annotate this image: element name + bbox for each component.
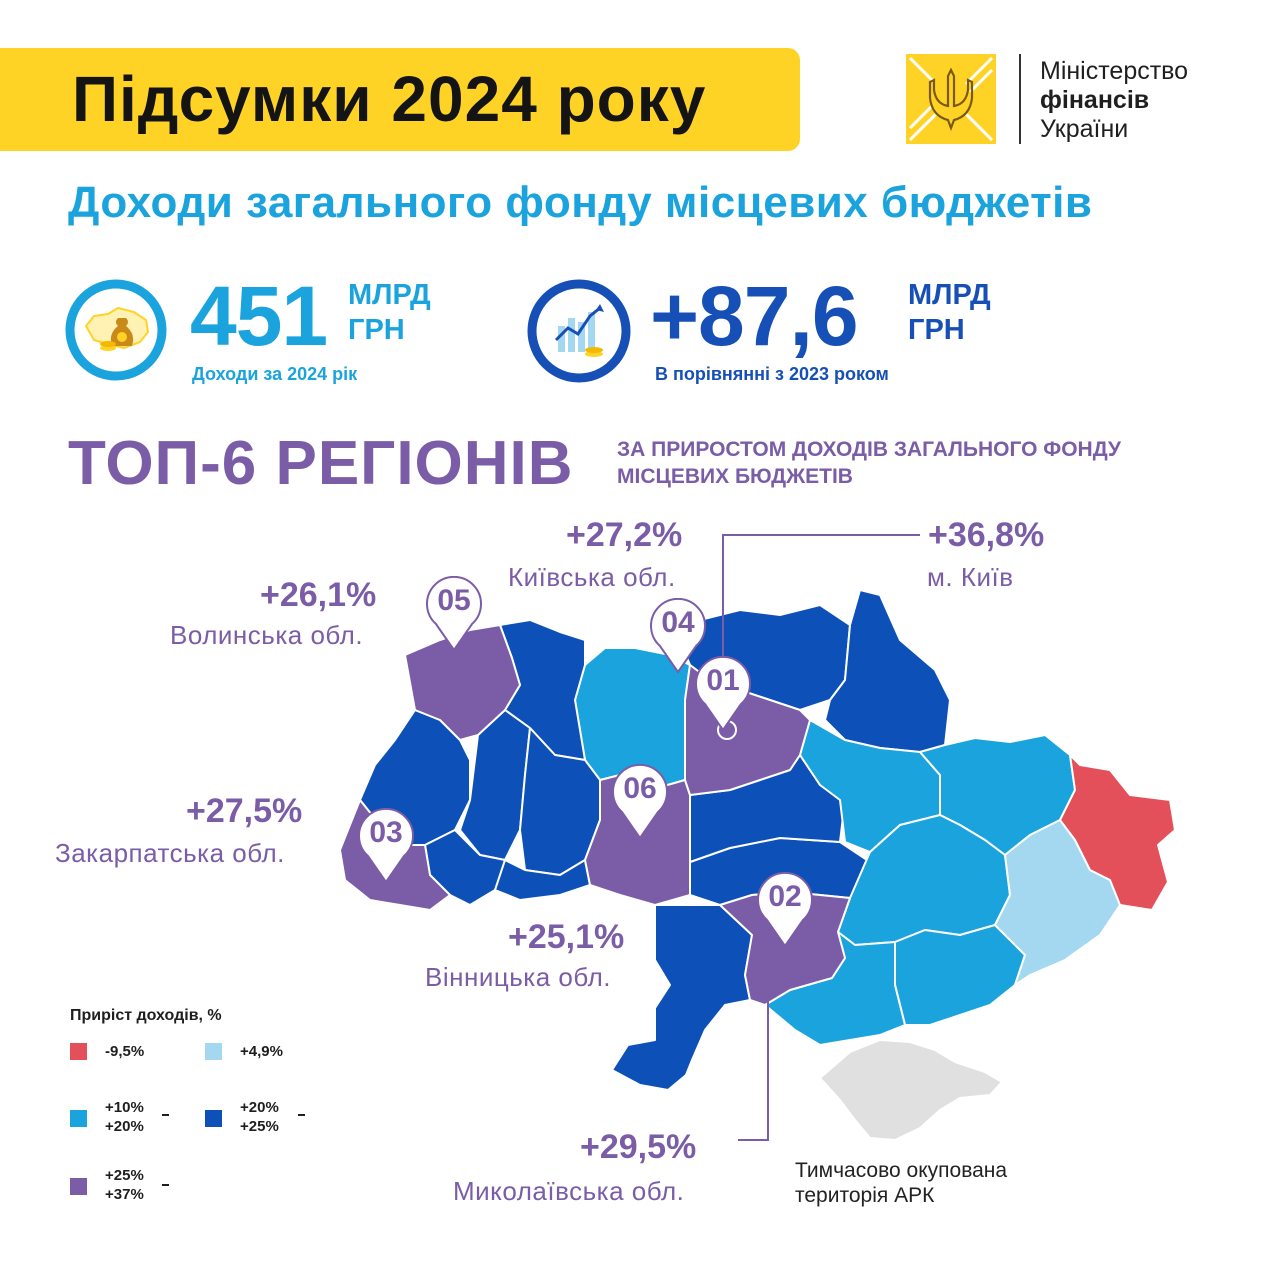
pin-02: 02 xyxy=(755,871,815,950)
legend-purple-to: +37% xyxy=(105,1186,144,1203)
legend-light-blue-from: +10% xyxy=(105,1099,144,1116)
section-subtitle: Доходи загального фонду місцевих бюджеті… xyxy=(68,178,1093,227)
volyn-growth: +26,1% xyxy=(260,576,377,614)
region-crimea xyxy=(819,1039,1003,1141)
legend-swatch-purple xyxy=(70,1178,87,1195)
zakarpattia-growth: +27,5% xyxy=(186,792,303,830)
pin-02-label: 02 xyxy=(768,880,802,913)
legend-purple-from: +25% xyxy=(105,1167,144,1184)
ministry-name: Міністерство фінансів України xyxy=(1040,57,1188,144)
legend-dark-blue-to: +25% xyxy=(240,1118,279,1135)
legend-swatch-red xyxy=(70,1043,87,1060)
legend-dark-blue-from: +20% xyxy=(240,1099,279,1116)
legend-dash-dark-blue xyxy=(298,1114,305,1116)
pin-04: 04 xyxy=(648,597,708,676)
vinnytsia-growth: +25,1% xyxy=(508,918,625,956)
income-unit-line-2: ГРН xyxy=(348,314,405,346)
ministry-logo xyxy=(906,54,996,144)
title-banner xyxy=(0,48,800,151)
legend-label-light-blue: +10% +20% xyxy=(105,1098,144,1136)
kyiv-city-growth: +36,8% xyxy=(928,516,1045,554)
mykolaiv-name: Миколаївська обл. xyxy=(453,1176,685,1206)
legend-label-purple: +25% +37% xyxy=(105,1166,144,1204)
ministry-line-1: Міністерство xyxy=(1040,57,1189,85)
top-regions-title: ТОП-6 РЕГІОНІВ xyxy=(68,429,574,498)
growth-value: +87,6 xyxy=(650,269,859,363)
legend-label-red: -9,5% xyxy=(105,1043,145,1060)
money-bag-map-icon xyxy=(64,278,168,382)
zakarpattia-name: Закарпатська обл. xyxy=(55,838,285,868)
trident-emblem-icon xyxy=(906,54,996,144)
callout-line-kyiv-city xyxy=(722,534,920,700)
pin-05-label: 05 xyxy=(437,584,471,617)
occupied-note-line-1: Тимчасово окупована xyxy=(795,1159,1008,1182)
pin-03: 03 xyxy=(356,807,416,886)
kyiv-city-name: м. Київ xyxy=(927,562,1014,592)
ministry-line-2: фінансів xyxy=(1040,86,1150,114)
growth-chart-icon xyxy=(526,278,632,384)
pin-04-label: 04 xyxy=(661,606,695,639)
kyiv-oblast-growth: +27,2% xyxy=(566,516,683,554)
callout-line-mykolaiv xyxy=(738,998,769,1141)
region-luhansk xyxy=(1059,754,1176,911)
region-ternopil xyxy=(459,709,531,861)
occupied-territory-note: Тимчасово окупована територія АРК xyxy=(795,1158,1007,1208)
legend-swatch-light-blue xyxy=(70,1110,87,1127)
legend-swatch-dark-blue xyxy=(205,1110,222,1127)
kyiv-oblast-name: Київська обл. xyxy=(508,562,676,592)
growth-unit-line-1: МЛРД xyxy=(908,279,991,311)
ministry-divider xyxy=(1019,54,1021,144)
volyn-name: Волинська обл. xyxy=(170,620,364,650)
legend-light-blue-to: +20% xyxy=(105,1118,144,1135)
mykolaiv-growth: +29,5% xyxy=(580,1128,697,1166)
income-value: 451 xyxy=(190,269,328,363)
pin-06: 06 xyxy=(610,763,670,842)
growth-unit-line-2: ГРН xyxy=(908,314,965,346)
legend-dash-purple xyxy=(162,1184,169,1186)
income-caption: Доходи за 2024 рік xyxy=(192,364,358,384)
pin-06-label: 06 xyxy=(623,772,657,805)
growth-unit: МЛРД ГРН xyxy=(908,278,991,348)
legend-dash-light-blue xyxy=(162,1114,169,1116)
legend-label-dark-blue: +20% +25% xyxy=(240,1098,279,1136)
vinnytsia-name: Вінницька обл. xyxy=(425,962,612,992)
legend-swatch-pale-blue xyxy=(205,1043,222,1060)
page-title: Підсумки 2024 року xyxy=(72,63,707,135)
occupied-note-line-2: територія АРК xyxy=(795,1184,935,1207)
income-unit-line-1: МЛРД xyxy=(348,279,431,311)
pin-01: 01 xyxy=(693,655,753,734)
growth-caption: В порівнянні з 2023 роком xyxy=(655,364,889,384)
top-regions-subtitle: ЗА ПРИРОСТОМ ДОХОДІВ ЗАГАЛЬНОГО ФОНДУ МІ… xyxy=(617,438,1121,488)
income-unit: МЛРД ГРН xyxy=(348,278,431,348)
legend-label-pale-blue: +4,9% xyxy=(240,1043,283,1060)
ministry-line-3: України xyxy=(1040,115,1129,143)
pin-01-label: 01 xyxy=(706,664,740,697)
legend-title: Приріст доходів, % xyxy=(70,1007,222,1024)
pin-05: 05 xyxy=(424,575,484,654)
pin-03-label: 03 xyxy=(369,816,403,849)
